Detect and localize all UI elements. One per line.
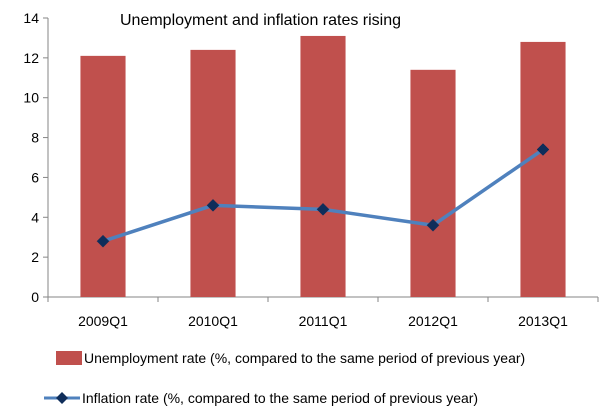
bar-series — [80, 35, 566, 298]
marker-inflation — [316, 202, 330, 216]
x-tick-label: 2009Q1 — [78, 313, 128, 329]
x-tick-label: 2012Q1 — [408, 313, 458, 329]
y-tick-label: 0 — [31, 289, 39, 305]
legend-item-unemployment: Unemployment rate (%, compared to the sa… — [56, 350, 525, 366]
legend-swatch-unemployment — [56, 351, 82, 365]
bar-unemployment — [300, 35, 346, 297]
bar-unemployment — [190, 49, 236, 298]
y-tick-label: 2 — [31, 249, 39, 265]
x-tick-label: 2011Q1 — [299, 313, 348, 329]
y-tick-label: 4 — [31, 209, 39, 225]
y-tick-label: 10 — [23, 90, 39, 106]
axes — [43, 17, 599, 302]
marker-inflation — [206, 198, 220, 212]
marker-inflation — [96, 234, 110, 248]
legend-item-inflation: Inflation rate (%, compared to the same … — [44, 390, 478, 406]
legend: Unemployment rate (%, compared to the sa… — [44, 350, 525, 406]
legend-label-inflation: Inflation rate (%, compared to the same … — [82, 390, 478, 406]
bar-unemployment — [520, 41, 566, 297]
y-tick-label: 14 — [23, 10, 39, 26]
line-series — [96, 143, 550, 248]
x-tick-label: 2013Q1 — [518, 313, 568, 329]
marker-inflation — [426, 218, 440, 232]
y-tick-label: 8 — [31, 130, 39, 146]
legend-label-unemployment: Unemployment rate (%, compared to the sa… — [84, 350, 525, 366]
chart-title: Unemployment and inflation rates rising — [120, 12, 401, 29]
x-tick-label: 2010Q1 — [188, 313, 238, 329]
marker-inflation — [536, 143, 550, 156]
y-tick-label: 6 — [31, 169, 39, 185]
bar-unemployment — [410, 69, 456, 297]
tick-labels: 0 2 4 6 8 10 12 14 2009Q1 2010Q1 2011Q1 2012Q1 2013Q… — [23, 10, 568, 329]
legend-swatch-inflation-marker — [56, 392, 68, 404]
bar-unemployment — [80, 55, 126, 297]
y-tick-label: 12 — [23, 50, 39, 66]
